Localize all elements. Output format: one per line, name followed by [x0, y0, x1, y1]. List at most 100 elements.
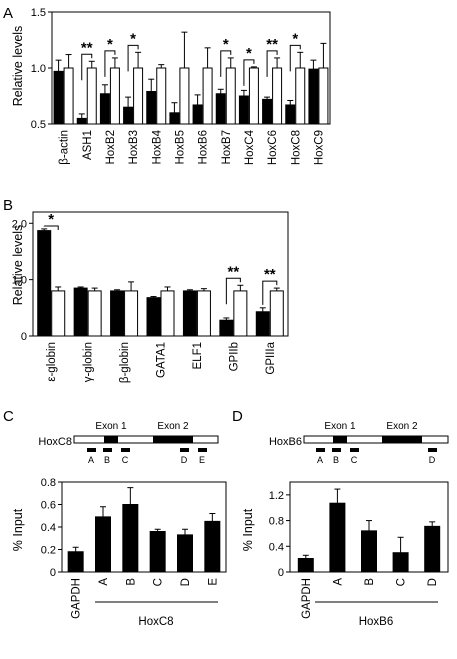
- bar: [99, 93, 110, 125]
- category-label: ELF1: [192, 342, 204, 370]
- bar: [51, 290, 66, 337]
- bar: [110, 290, 125, 337]
- significance-marker: **: [264, 266, 276, 283]
- category-label: ASH1: [82, 130, 94, 160]
- amplicon-mark: [103, 448, 112, 452]
- bar: [255, 311, 270, 337]
- significance-bracket: [225, 277, 241, 305]
- amplicon-mark: [316, 448, 325, 452]
- panel-d-group-label: HoxB6: [359, 616, 394, 628]
- y-tick-label: 0: [50, 567, 56, 579]
- panel-c-chart: 0 0.2 0.4 0.6 0.8 GAPDH A B C D E: [41, 477, 227, 619]
- y-tick-label: 0.4: [269, 541, 284, 553]
- bar: [123, 106, 134, 125]
- amplicon-label: C: [351, 455, 358, 465]
- bar: [219, 319, 234, 337]
- bar: [361, 530, 377, 573]
- panel-c-ylabel: % Input: [11, 508, 25, 551]
- bar: [297, 558, 314, 573]
- y-tick-label: 2.0: [12, 218, 27, 230]
- significance-bracket: [220, 50, 232, 77]
- bar: [392, 552, 409, 573]
- significance-marker: **: [228, 263, 240, 280]
- category-label: D: [427, 578, 439, 586]
- significance-bracket: [104, 50, 116, 77]
- significance-marker: *: [107, 36, 113, 53]
- category-label: GPIIIa: [265, 341, 277, 374]
- charts-layer: 0.5 1.0 1.5 β-actin ASH1 HoxB2 HoxB3 HoxB4 HoxB5…: [12, 7, 449, 619]
- bar: [76, 117, 87, 125]
- gene-map-label: HoxB6: [269, 436, 302, 448]
- bar: [179, 67, 190, 125]
- bar: [225, 67, 236, 125]
- bar: [308, 68, 319, 125]
- significance-bracket: [262, 280, 278, 305]
- panel-b-letter: B: [3, 197, 13, 214]
- category-label: HoxB5: [174, 130, 186, 165]
- bar: [53, 70, 64, 125]
- panel-b-chart: 0 1.0 2.0 ε-globin γ-globin β-globin GATA1 ELF1…: [12, 211, 289, 383]
- amplicon-mark: [350, 448, 359, 452]
- exon-label: Exon 2: [386, 421, 418, 432]
- bar: [285, 104, 296, 125]
- panel-d-gene-map: HoxB6 Exon 1 Exon 2 A B C D: [269, 421, 449, 465]
- bar: [63, 67, 74, 125]
- bar: [202, 67, 213, 125]
- bar: [238, 95, 249, 125]
- bar: [67, 551, 84, 573]
- bar: [86, 67, 97, 125]
- amplicon-label: C: [122, 455, 129, 465]
- significance-marker: *: [246, 45, 252, 62]
- y-tick-label: 0: [21, 331, 27, 343]
- bar: [124, 290, 139, 337]
- bar: [192, 104, 203, 125]
- category-label: HoxC6: [267, 130, 279, 165]
- gene-map-bar: [73, 435, 219, 444]
- category-label: C: [396, 578, 408, 586]
- amplicon-label: E: [199, 455, 205, 465]
- y-tick-label: 0.8: [41, 477, 56, 489]
- panel-a-ylabel: Relative levels: [11, 26, 25, 107]
- bar: [146, 91, 157, 125]
- amplicon-mark: [428, 448, 437, 452]
- category-label: A: [332, 578, 344, 586]
- bar: [269, 290, 284, 337]
- significance-marker: *: [130, 30, 136, 47]
- bar: [149, 531, 166, 573]
- significance-bracket: [243, 59, 255, 86]
- category-label: β-globin: [119, 342, 131, 383]
- category-label: GATA1: [156, 342, 168, 378]
- amplicon-label: D: [181, 455, 188, 465]
- category-label: HoxB7: [221, 130, 233, 165]
- exon-block: [333, 436, 347, 443]
- category-label: C: [153, 578, 165, 586]
- bar: [169, 112, 180, 125]
- bar: [133, 67, 144, 125]
- category-label: B: [125, 578, 137, 586]
- exon-block: [382, 436, 422, 443]
- bar: [196, 290, 211, 337]
- significance-bracket: [43, 225, 59, 230]
- amplicon-mark: [87, 448, 96, 452]
- category-label: HoxC8: [290, 130, 302, 165]
- category-label: γ-globin: [83, 342, 95, 382]
- significance-bracket: [266, 50, 278, 77]
- bar: [177, 534, 193, 573]
- bar: [248, 67, 259, 125]
- gene-map-label: HoxC8: [38, 436, 72, 448]
- amplicon-label: B: [104, 455, 110, 465]
- significance-marker: *: [223, 36, 229, 53]
- significance-bracket: [289, 44, 301, 72]
- amplicon-mark: [121, 448, 130, 452]
- bar: [182, 290, 197, 337]
- bar: [318, 67, 329, 125]
- category-label: GAPDH: [71, 578, 83, 619]
- significance-marker: *: [48, 211, 54, 228]
- bar: [87, 290, 102, 337]
- panel-c-gene-map: HoxC8 Exon 1 Exon 2 A B C D E: [38, 421, 219, 465]
- exon-block: [104, 436, 118, 443]
- panel-d-letter: D: [232, 408, 243, 425]
- exon-label: Exon 1: [95, 421, 127, 432]
- y-tick-label: 0.8: [269, 516, 284, 528]
